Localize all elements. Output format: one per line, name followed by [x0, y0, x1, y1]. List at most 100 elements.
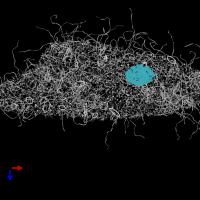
Point — [103, 61, 106, 64]
Point — [16, 84, 20, 87]
Point — [90, 93, 93, 96]
Point — [87, 95, 90, 98]
Point — [70, 92, 73, 95]
Point — [80, 55, 83, 58]
Point — [145, 79, 148, 82]
Point — [174, 70, 177, 74]
Point — [118, 91, 121, 94]
Point — [129, 102, 132, 105]
Point — [44, 87, 47, 90]
Point — [76, 40, 79, 43]
Point — [12, 101, 15, 104]
Point — [57, 111, 60, 115]
Point — [134, 76, 138, 79]
Point — [110, 118, 113, 121]
Point — [90, 52, 93, 55]
Point — [104, 109, 108, 112]
Point — [144, 72, 148, 75]
Point — [48, 50, 52, 53]
Point — [99, 44, 102, 47]
Point — [12, 88, 16, 91]
Point — [129, 73, 132, 76]
Point — [153, 66, 156, 69]
Point — [194, 69, 198, 72]
Point — [127, 113, 130, 116]
Point — [143, 68, 146, 71]
Point — [198, 75, 200, 78]
Point — [121, 83, 124, 86]
Point — [150, 55, 153, 59]
Point — [84, 75, 87, 78]
Point — [99, 111, 102, 114]
Point — [143, 73, 147, 76]
Point — [22, 74, 25, 77]
Point — [105, 55, 109, 58]
Point — [127, 77, 130, 80]
Point — [184, 103, 187, 106]
Point — [140, 77, 143, 81]
Point — [70, 48, 73, 51]
Point — [137, 72, 140, 76]
Point — [66, 46, 69, 49]
Point — [14, 83, 17, 87]
Point — [199, 102, 200, 105]
Point — [171, 103, 174, 107]
Point — [142, 57, 146, 60]
Point — [131, 94, 134, 97]
Point — [72, 48, 75, 51]
Point — [165, 65, 168, 68]
Point — [95, 65, 98, 68]
Point — [18, 78, 22, 81]
Point — [141, 74, 144, 77]
Point — [19, 93, 22, 96]
Point — [147, 77, 150, 80]
Point — [89, 43, 92, 46]
Point — [179, 93, 182, 96]
Point — [186, 72, 189, 75]
Point — [173, 65, 176, 69]
Point — [130, 74, 133, 77]
Point — [46, 56, 49, 59]
Point — [140, 78, 144, 81]
Point — [67, 43, 70, 46]
Point — [99, 84, 102, 87]
Point — [57, 53, 61, 56]
Point — [103, 44, 106, 48]
Point — [63, 75, 66, 78]
Point — [136, 68, 139, 72]
Point — [60, 86, 64, 89]
Point — [40, 90, 43, 93]
Point — [75, 68, 78, 72]
Point — [49, 82, 53, 86]
Point — [168, 101, 171, 104]
Point — [179, 76, 183, 79]
Point — [46, 47, 49, 51]
Point — [182, 69, 185, 72]
Point — [36, 94, 39, 98]
Point — [98, 87, 101, 91]
Point — [143, 76, 146, 79]
Point — [138, 63, 142, 67]
Point — [8, 79, 11, 82]
Point — [28, 93, 31, 96]
Point — [105, 60, 109, 63]
Point — [108, 91, 112, 94]
Point — [109, 113, 112, 116]
Point — [74, 96, 77, 99]
Point — [167, 94, 170, 98]
Point — [130, 73, 134, 76]
Point — [182, 88, 185, 92]
Point — [22, 88, 26, 91]
Point — [138, 77, 141, 81]
Point — [148, 69, 151, 72]
Point — [28, 96, 32, 99]
Point — [142, 81, 145, 84]
Point — [134, 68, 137, 71]
Point — [155, 108, 159, 111]
Point — [41, 101, 44, 104]
Point — [54, 71, 57, 74]
Point — [129, 75, 132, 78]
Point — [71, 86, 74, 89]
Point — [177, 106, 180, 109]
Point — [76, 64, 79, 67]
